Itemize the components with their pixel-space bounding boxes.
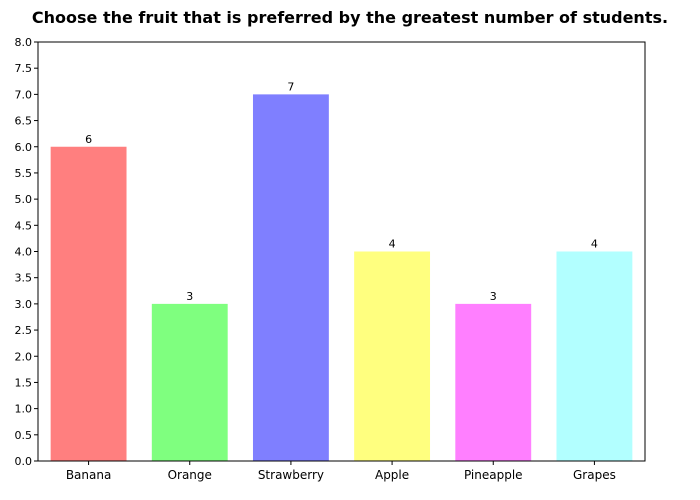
bar-pineapple [455,303,532,461]
x-tick-label: Pineapple [464,468,523,482]
y-tick-label: 0.5 [15,429,33,442]
y-tick-label: 7.0 [15,88,33,101]
bar-grapes [556,251,633,461]
y-tick-label: 2.0 [15,350,33,363]
data-label: 4 [591,238,598,251]
plot-frame [37,41,646,462]
y-tick-label: 1.0 [15,403,33,416]
y-tick-label: 8.0 [15,36,33,49]
data-label: 4 [389,238,396,251]
data-label: 7 [287,80,294,93]
data-label: 6 [85,133,92,146]
bar-strawberry [252,94,329,461]
x-tick-label: Strawberry [258,468,324,482]
bar-apple [354,251,431,461]
y-tick-label: 4.5 [15,219,33,232]
y-tick-label: 1.5 [15,376,33,389]
data-label: 3 [490,290,497,303]
y-tick-label: 3.0 [15,298,33,311]
bar-orange [151,303,228,461]
y-tick-label: 2.5 [15,324,33,337]
x-axis: Banana Orange Strawberry Apple Pineapple Grap… [66,461,616,482]
y-tick-label: 5.0 [15,193,33,206]
x-tick-label: Grapes [573,468,616,482]
y-tick-label: 6.5 [15,115,33,128]
bar-banana [50,146,127,461]
data-label: 3 [186,290,193,303]
y-axis: 0.0 0.5 1.0 1.5 2.0 2.5 3.0 3.5 4.0 4.5 5.0 5.5 6.0 6… [15,36,38,468]
x-tick-label: Orange [168,468,212,482]
bars-group: 6 3 7 4 3 4 [50,80,633,461]
y-tick-label: 4.0 [15,246,33,259]
x-tick-label: Banana [66,468,112,482]
chart-title: Choose the fruit that is preferred by th… [31,8,669,27]
x-tick-label: Apple [375,468,409,482]
y-tick-label: 7.5 [15,62,33,75]
y-tick-label: 3.5 [15,272,33,285]
y-tick-label: 0.0 [15,455,33,468]
y-tick-label: 6.0 [15,141,33,154]
y-tick-label: 5.5 [15,167,33,180]
